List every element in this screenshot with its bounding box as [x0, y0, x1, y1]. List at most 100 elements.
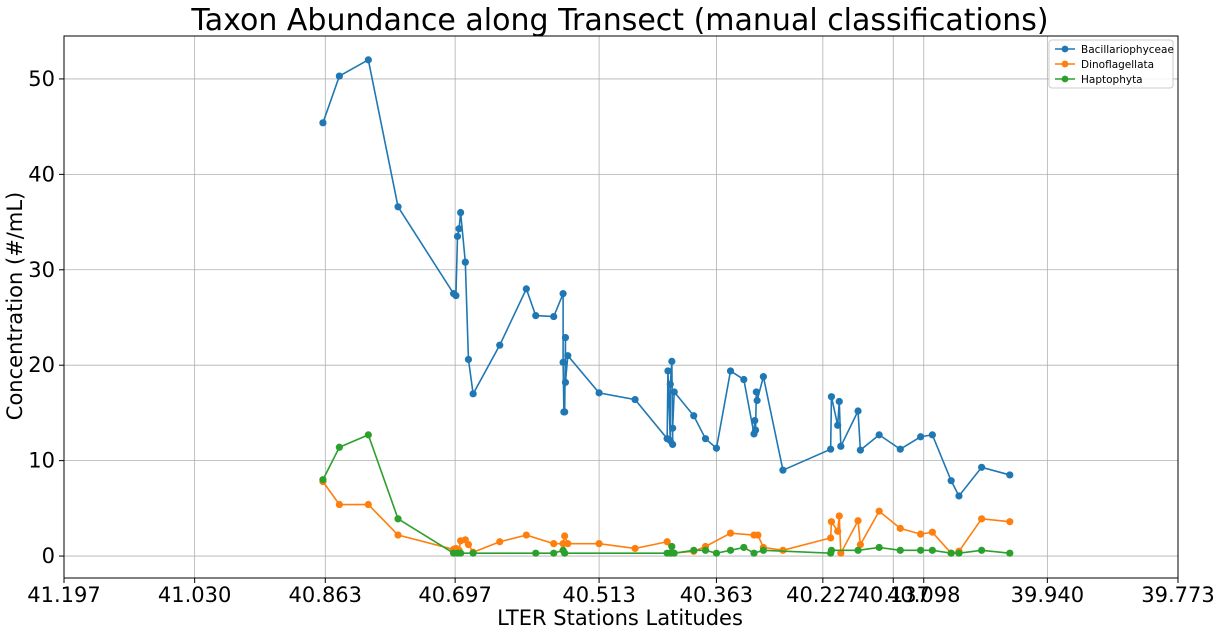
data-point	[955, 492, 963, 500]
data-point	[564, 540, 572, 548]
data-point	[751, 426, 760, 434]
data-point	[394, 203, 402, 211]
data-point	[335, 443, 343, 451]
series-haptophyta	[319, 431, 1014, 557]
data-point	[550, 549, 558, 557]
data-point	[496, 341, 504, 349]
data-point	[496, 538, 504, 546]
x-tick-label: 41.197	[27, 583, 100, 607]
data-point	[759, 373, 767, 381]
data-point	[670, 388, 678, 396]
data-point	[1006, 549, 1014, 557]
data-point	[453, 232, 462, 240]
data-point	[335, 500, 343, 509]
data-point	[896, 445, 904, 453]
chart-title: Taxon Abundance along Transect (manual c…	[190, 3, 1048, 38]
data-point	[561, 378, 570, 386]
data-point	[875, 431, 883, 439]
data-point	[461, 258, 469, 266]
data-point	[668, 542, 676, 551]
data-point	[522, 285, 530, 293]
data-point	[631, 544, 639, 553]
data-point	[712, 444, 721, 452]
data-point	[364, 56, 372, 64]
data-point	[750, 549, 758, 557]
data-point	[455, 225, 463, 233]
data-point	[875, 507, 883, 515]
y-tick-label: 0	[42, 544, 55, 568]
legend-entry: Haptophyta	[1081, 74, 1143, 86]
data-point	[835, 512, 843, 520]
data-point	[896, 524, 904, 532]
y-tick-label: 50	[28, 67, 55, 91]
data-point	[978, 463, 986, 471]
x-tick-label: 40.363	[680, 583, 753, 607]
data-point	[532, 549, 540, 557]
data-point	[564, 352, 572, 360]
x-tick-label: 39.940	[1011, 583, 1084, 607]
data-point	[532, 311, 540, 320]
data-point	[690, 546, 698, 554]
x-tick-label: 40.513	[562, 583, 635, 607]
legend-marker	[1061, 75, 1069, 83]
data-point	[856, 541, 864, 549]
series-line-bacillariophyceae	[322, 58, 1011, 498]
data-point	[834, 527, 842, 535]
data-point	[701, 435, 710, 443]
series-bacillariophyceae	[319, 56, 1014, 500]
data-point	[827, 546, 836, 554]
data-point	[740, 375, 748, 384]
data-point	[854, 517, 862, 525]
ticks: 41.197 41.030 40.863 40.697 40.513 40.363 40.2…	[27, 67, 1214, 607]
data-point	[664, 367, 672, 375]
legend: Bacillariophyceae Dinoflagellata Haptophyt…	[1048, 39, 1174, 89]
data-point	[726, 546, 735, 554]
data-point	[726, 367, 735, 375]
data-point	[522, 531, 530, 539]
data-point	[561, 549, 569, 557]
series-layer	[319, 56, 1014, 557]
data-point	[364, 500, 372, 509]
data-point	[917, 546, 925, 554]
data-point	[559, 358, 567, 366]
data-point	[928, 546, 936, 554]
data-point	[701, 546, 710, 554]
data-point	[1006, 518, 1014, 526]
data-point	[753, 396, 761, 405]
y-axis-label: Concentration (#/mL)	[3, 192, 27, 420]
data-point	[712, 549, 721, 557]
data-point	[779, 466, 787, 474]
data-point	[752, 388, 760, 396]
legend-entry: Bacillariophyceae	[1081, 44, 1174, 56]
y-tick-label: 30	[28, 258, 55, 282]
x-tick-label: 40.863	[289, 583, 362, 607]
data-point	[854, 546, 862, 554]
data-point	[779, 546, 787, 554]
x-tick-label: 40.137	[856, 583, 929, 607]
data-point	[666, 380, 674, 388]
data-point	[319, 119, 327, 127]
y-tick-label: 40	[28, 162, 55, 186]
data-point	[759, 546, 767, 554]
data-point	[394, 515, 402, 523]
x-tick-label: 40.098	[887, 583, 960, 607]
data-point	[457, 208, 465, 217]
data-point	[1006, 471, 1014, 479]
x-tick-label: 40.227	[786, 583, 859, 607]
legend-marker	[1061, 45, 1069, 53]
data-point	[319, 476, 327, 484]
data-point	[917, 530, 925, 538]
y-tick-label: 10	[28, 449, 55, 473]
x-tick-label: 40.697	[418, 583, 491, 607]
data-point	[837, 549, 845, 557]
x-tick-label: 39.773	[1141, 583, 1214, 607]
data-point	[550, 540, 558, 548]
data-point	[663, 538, 671, 546]
data-point	[947, 477, 955, 485]
data-point	[668, 357, 676, 365]
data-point	[464, 355, 473, 364]
data-point	[669, 424, 677, 432]
data-point	[364, 431, 372, 439]
